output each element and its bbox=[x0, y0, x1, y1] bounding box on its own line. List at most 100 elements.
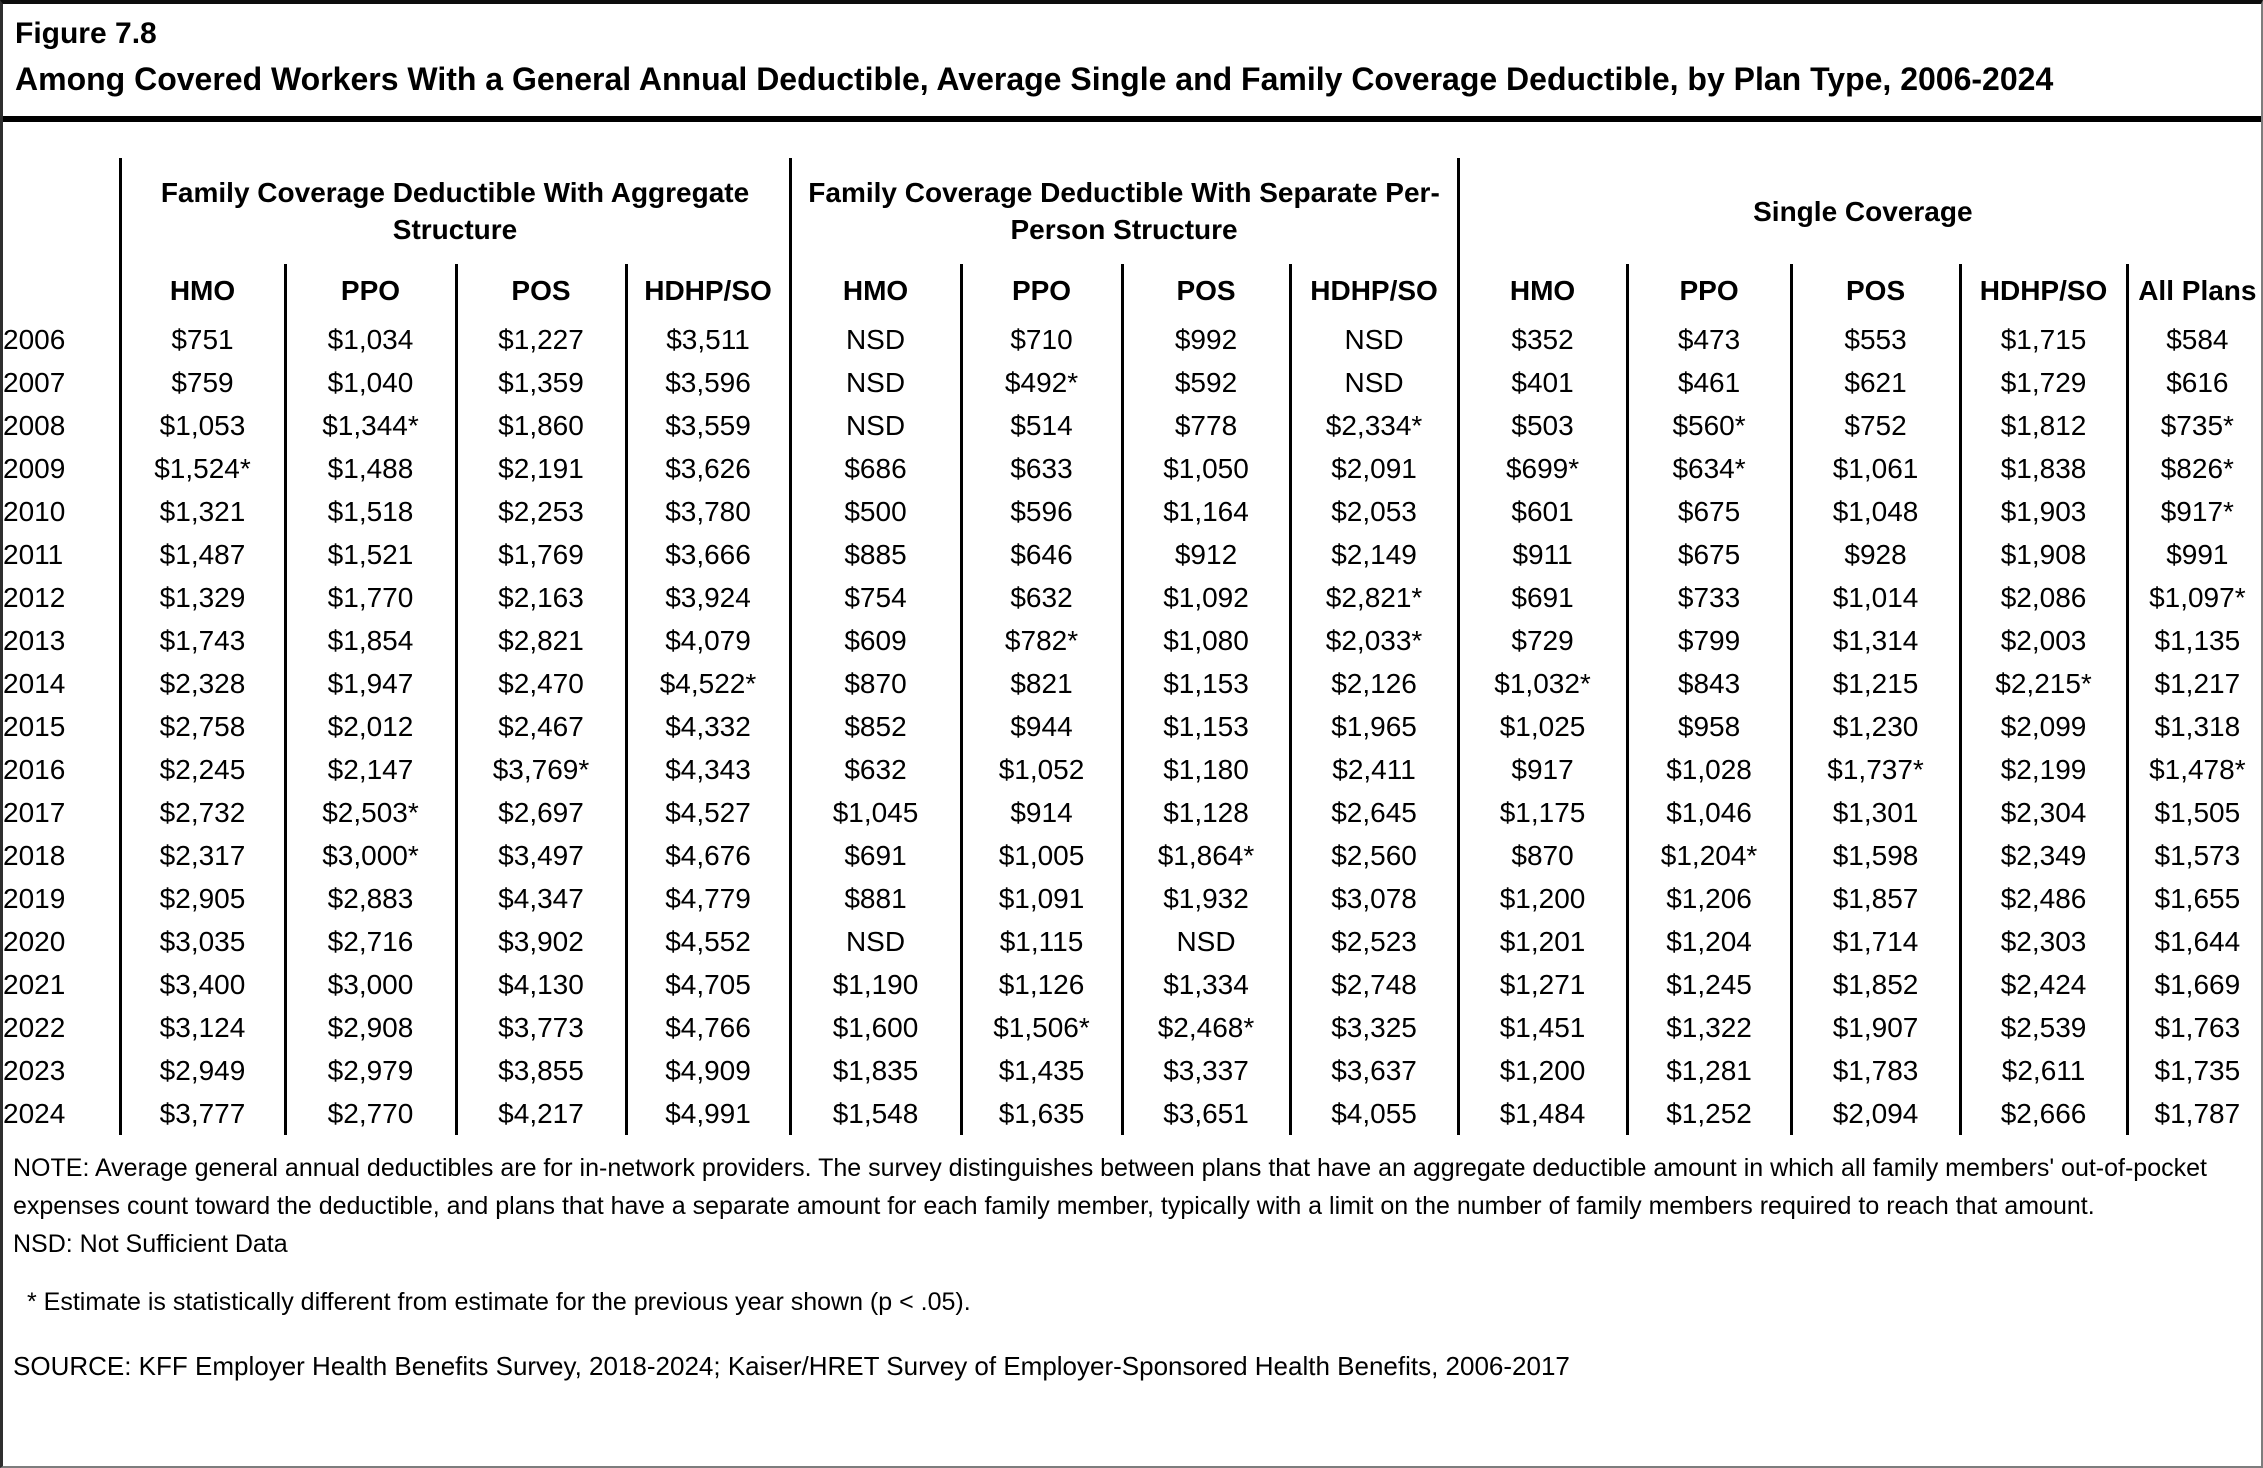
value-cell: $2,245 bbox=[118, 748, 285, 791]
value-cell: $870 bbox=[1456, 834, 1628, 877]
value-cell: $4,676 bbox=[624, 834, 791, 877]
value-cell: NSD bbox=[788, 361, 962, 404]
value-cell: $2,094 bbox=[1789, 1092, 1961, 1135]
value-cell: $1,743 bbox=[118, 619, 285, 662]
value-cell: $1,783 bbox=[1789, 1049, 1961, 1092]
value-cell: $2,486 bbox=[1958, 877, 2128, 920]
value-cell: $917* bbox=[2125, 490, 2261, 533]
value-cell: $1,908 bbox=[1958, 533, 2128, 576]
value-cell: $2,539 bbox=[1958, 1006, 2128, 1049]
notes-block: NOTE: Average general annual deductibles… bbox=[3, 1135, 2261, 1383]
table-row: 2009 $1,524* $1,488 $2,191 $3,626 $686 $633 $1,… bbox=[3, 447, 2261, 490]
value-cell: $2,003 bbox=[1958, 619, 2128, 662]
value-cell: $1,061 bbox=[1789, 447, 1961, 490]
column-header: HDHP/SO bbox=[1958, 264, 2128, 318]
value-cell: $1,770 bbox=[283, 576, 456, 619]
column-header-row: HMO PPO POS HDHP/SO HMO PPO POS HDHP/SO … bbox=[3, 264, 2261, 318]
value-cell: $4,991 bbox=[624, 1092, 791, 1135]
value-cell: $1,548 bbox=[788, 1092, 962, 1135]
value-cell: $1,204 bbox=[1625, 920, 1792, 963]
value-cell: $1,521 bbox=[283, 533, 456, 576]
column-header: HMO bbox=[788, 264, 962, 318]
value-cell: $1,025 bbox=[1456, 705, 1628, 748]
value-cell: $1,200 bbox=[1456, 877, 1628, 920]
value-cell: $1,947 bbox=[283, 662, 456, 705]
value-cell: $2,748 bbox=[1288, 963, 1459, 1006]
value-cell: $885 bbox=[788, 533, 962, 576]
value-cell: $3,596 bbox=[624, 361, 791, 404]
value-cell: $1,484 bbox=[1456, 1092, 1628, 1135]
value-cell: $2,666 bbox=[1958, 1092, 2128, 1135]
value-cell: $1,050 bbox=[1120, 447, 1291, 490]
value-cell: $782* bbox=[959, 619, 1123, 662]
value-cell: $928 bbox=[1789, 533, 1961, 576]
value-cell: $2,821 bbox=[454, 619, 626, 662]
year-cell: 2011 bbox=[3, 533, 122, 576]
value-cell: $2,908 bbox=[283, 1006, 456, 1049]
table-row: 2024 $3,777 $2,770 $4,217 $4,991 $1,548 $1,635… bbox=[3, 1092, 2261, 1135]
value-cell: $560* bbox=[1625, 404, 1792, 447]
year-cell: 2013 bbox=[3, 619, 122, 662]
value-cell: $1,903 bbox=[1958, 490, 2128, 533]
value-cell: $917 bbox=[1456, 748, 1628, 791]
table-row: 2011 $1,487 $1,521 $1,769 $3,666 $885 $646 $912… bbox=[3, 533, 2261, 576]
value-cell: $1,215 bbox=[1789, 662, 1961, 705]
value-cell: $4,332 bbox=[624, 705, 791, 748]
value-cell: $1,281 bbox=[1625, 1049, 1792, 1092]
value-cell: $4,130 bbox=[454, 963, 626, 1006]
value-cell: $3,651 bbox=[1120, 1092, 1291, 1135]
value-cell: $1,153 bbox=[1120, 705, 1291, 748]
value-cell: $1,907 bbox=[1789, 1006, 1961, 1049]
value-cell: $2,979 bbox=[283, 1049, 456, 1092]
value-cell: $1,097* bbox=[2125, 576, 2261, 619]
value-cell: $1,040 bbox=[283, 361, 456, 404]
value-cell: $1,014 bbox=[1789, 576, 1961, 619]
value-cell: $686 bbox=[788, 447, 962, 490]
value-cell: $751 bbox=[118, 318, 285, 361]
value-cell: $2,758 bbox=[118, 705, 285, 748]
value-cell: $1,329 bbox=[118, 576, 285, 619]
year-cell: 2020 bbox=[3, 920, 122, 963]
value-cell: $826* bbox=[2125, 447, 2261, 490]
value-cell: $1,932 bbox=[1120, 877, 1291, 920]
value-cell: $1,217 bbox=[2125, 662, 2261, 705]
value-cell: $2,821* bbox=[1288, 576, 1459, 619]
value-cell: $2,253 bbox=[454, 490, 626, 533]
value-cell: $735* bbox=[2125, 404, 2261, 447]
value-cell: $3,637 bbox=[1288, 1049, 1459, 1092]
value-cell: $4,779 bbox=[624, 877, 791, 920]
value-cell: $1,359 bbox=[454, 361, 626, 404]
value-cell: $4,527 bbox=[624, 791, 791, 834]
value-cell: $4,705 bbox=[624, 963, 791, 1006]
value-cell: NSD bbox=[1288, 361, 1459, 404]
year-cell: 2010 bbox=[3, 490, 122, 533]
value-cell: $2,303 bbox=[1958, 920, 2128, 963]
value-cell: $1,524* bbox=[118, 447, 285, 490]
table-row: 2016 $2,245 $2,147 $3,769* $4,343 $632 $1,052 $… bbox=[3, 748, 2261, 791]
value-cell: $3,626 bbox=[624, 447, 791, 490]
value-cell: $3,666 bbox=[624, 533, 791, 576]
table-row: 2007 $759 $1,040 $1,359 $3,596 NSD $492* $592 NS… bbox=[3, 361, 2261, 404]
value-cell: $1,227 bbox=[454, 318, 626, 361]
value-cell: $3,902 bbox=[454, 920, 626, 963]
value-cell: $3,000 bbox=[283, 963, 456, 1006]
column-header: POS bbox=[1120, 264, 1291, 318]
value-cell: $1,206 bbox=[1625, 877, 1792, 920]
value-cell: $1,048 bbox=[1789, 490, 1961, 533]
value-cell: $1,314 bbox=[1789, 619, 1961, 662]
value-cell: $4,055 bbox=[1288, 1092, 1459, 1135]
value-cell: $675 bbox=[1625, 533, 1792, 576]
value-cell: $553 bbox=[1789, 318, 1961, 361]
value-cell: $4,909 bbox=[624, 1049, 791, 1092]
value-cell: $2,334* bbox=[1288, 404, 1459, 447]
value-cell: $584 bbox=[2125, 318, 2261, 361]
value-cell: $1,034 bbox=[283, 318, 456, 361]
value-cell: $675 bbox=[1625, 490, 1792, 533]
title-block: Figure 7.8 Among Covered Workers With a … bbox=[3, 4, 2261, 102]
value-cell: $1,812 bbox=[1958, 404, 2128, 447]
value-cell: $2,349 bbox=[1958, 834, 2128, 877]
value-cell: $1,200 bbox=[1456, 1049, 1628, 1092]
value-cell: $2,523 bbox=[1288, 920, 1459, 963]
value-cell: $592 bbox=[1120, 361, 1291, 404]
value-cell: $2,215* bbox=[1958, 662, 2128, 705]
